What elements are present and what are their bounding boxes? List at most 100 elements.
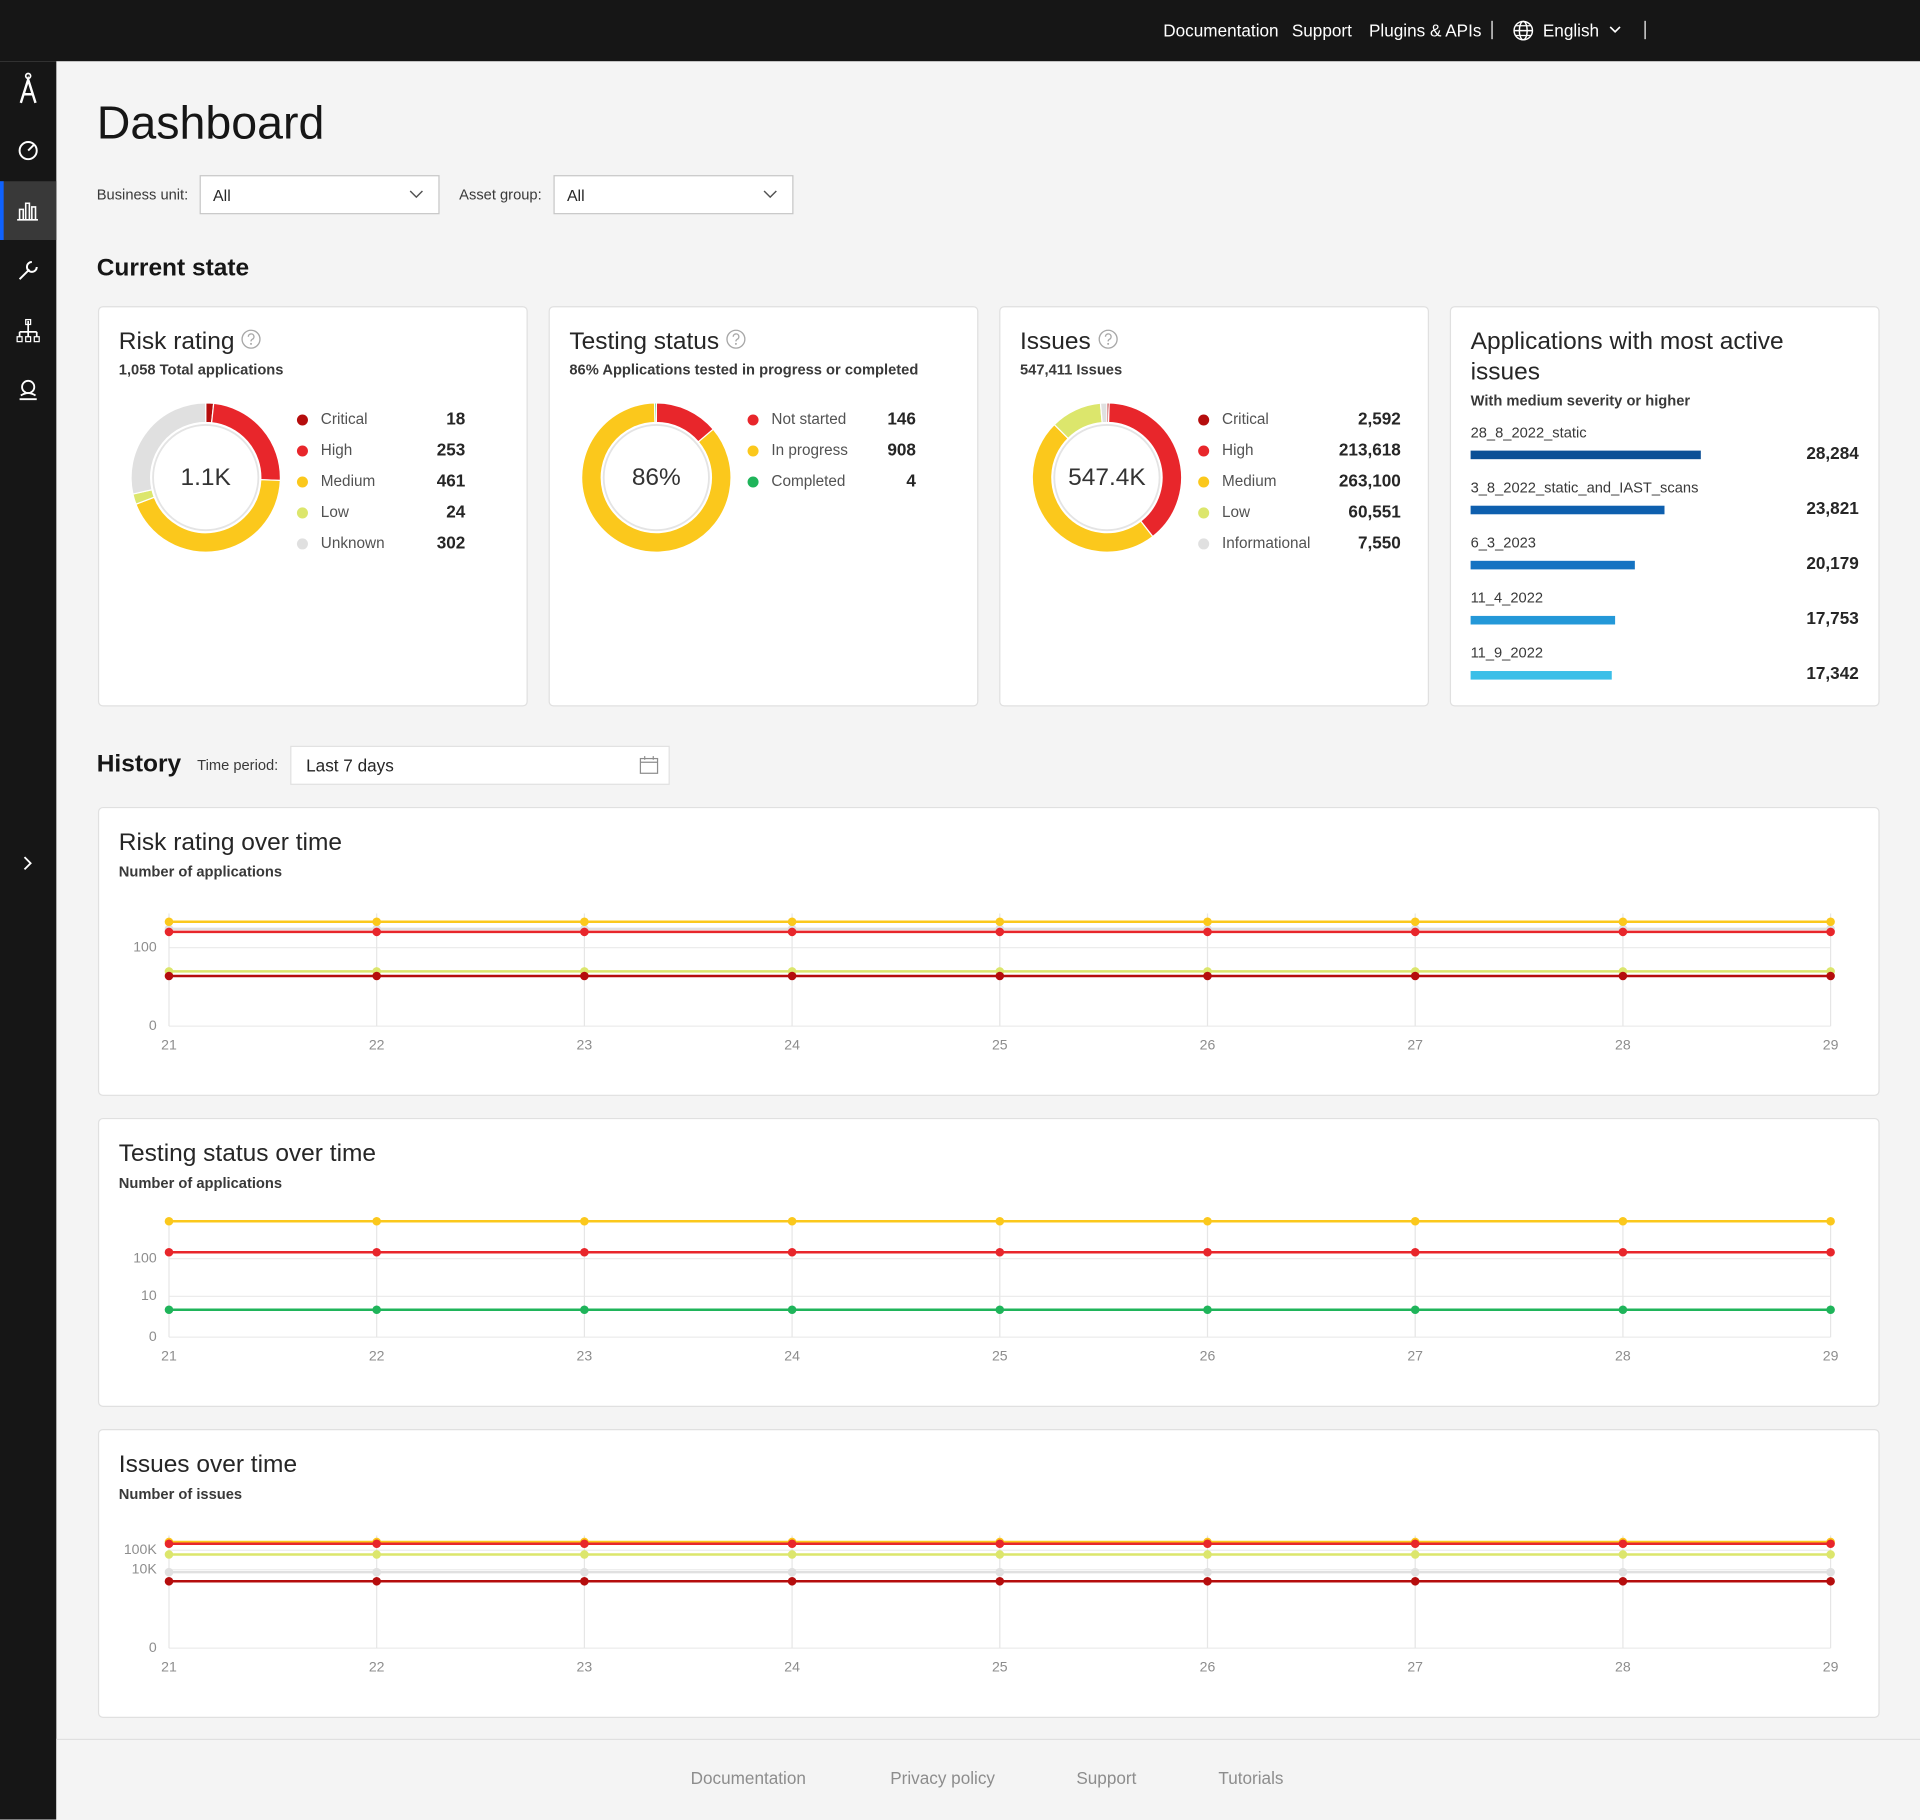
card-subtitle: 86% Applications tested in progress or c…: [569, 361, 919, 379]
legend-value: 2,592: [1358, 409, 1401, 429]
language-selector[interactable]: English: [1542, 20, 1600, 41]
help-icon: [726, 329, 746, 349]
y-tick-label: 100: [133, 1249, 157, 1265]
bar-value: 17,753: [1806, 608, 1858, 628]
nav-link[interactable]: Support: [1291, 20, 1352, 41]
donut-center-label: 547.4K: [1068, 464, 1146, 491]
history-card: Testing status over time Number of applic…: [97, 1117, 1880, 1407]
help-glyph: [248, 333, 256, 342]
expand-icon[interactable]: [0, 835, 56, 891]
nav-link[interactable]: Plugins & APIs: [1368, 20, 1482, 41]
history-card: Issues over time Number of issues 0 10K 100K…: [97, 1428, 1880, 1718]
card-subtitle: 547,411 Issues: [1020, 361, 1123, 379]
x-tick-label: 27: [1407, 1036, 1423, 1052]
legend-label: Low: [1222, 504, 1251, 521]
nav-link[interactable]: Documentation: [1163, 20, 1279, 41]
y-tick-label: 10K: [132, 1561, 158, 1577]
calendar-icon: [639, 756, 659, 774]
bar: [1470, 560, 1635, 570]
footer-link[interactable]: Documentation: [690, 1768, 806, 1788]
footer-link[interactable]: Tutorials: [1218, 1768, 1284, 1788]
business-unit-select[interactable]: All: [199, 175, 440, 215]
data-point: [995, 1539, 1005, 1549]
data-point: [1618, 1247, 1628, 1257]
active-nav-item[interactable]: [0, 181, 57, 240]
filter-label: Business unit:: [96, 186, 189, 204]
x-tick-label: 29: [1823, 1347, 1839, 1363]
x-tick-label: 25: [992, 1036, 1008, 1052]
x-tick-label: 21: [161, 1036, 177, 1052]
structure-icon[interactable]: [0, 302, 56, 358]
card-subtitle: Number of issues: [118, 1485, 243, 1503]
data-point: [995, 1305, 1005, 1315]
legend-label: Not started: [771, 411, 846, 428]
data-point: [1618, 1576, 1628, 1586]
legend-label: Medium: [1222, 473, 1276, 490]
globe-icon[interactable]: [1512, 20, 1534, 42]
data-point: [1410, 971, 1420, 981]
bar-value: 28,284: [1806, 443, 1859, 463]
data-point: [1410, 1576, 1420, 1586]
x-tick-label: 27: [1407, 1658, 1423, 1674]
data-point: [372, 1216, 381, 1226]
summary-card: Issues 547,411 Issues 547.4K Critical 2,592 H…: [999, 306, 1429, 707]
legend-swatch: [1198, 445, 1210, 457]
legend-label: Critical: [321, 411, 368, 428]
legend-value: 24: [446, 501, 466, 521]
select-value: All: [566, 186, 585, 205]
help-dot: [1106, 342, 1109, 345]
help-circle: [1098, 329, 1118, 349]
user-icon[interactable]: [0, 362, 56, 418]
card-title: Risk rating: [119, 327, 263, 358]
data-point: [1203, 927, 1212, 937]
y-tick-label: 10: [141, 1287, 157, 1303]
data-point: [580, 971, 589, 981]
x-tick-label: 28: [1615, 1036, 1631, 1052]
summary-card: Testing status 86% Applications tested in…: [548, 306, 979, 707]
legend-value: 7,550: [1358, 532, 1401, 552]
bar-value: 23,821: [1806, 498, 1859, 518]
x-tick-label: 23: [577, 1658, 593, 1674]
data-point: [580, 1576, 589, 1586]
data-point: [1826, 1305, 1835, 1315]
legend-swatch: [747, 476, 759, 488]
data-point: [1203, 1567, 1212, 1577]
card-subtitle: Number of applications: [118, 863, 283, 881]
x-tick-label: 22: [369, 1658, 385, 1674]
data-point: [580, 917, 589, 927]
data-point: [787, 1539, 797, 1549]
data-point: [1618, 1550, 1628, 1559]
data-point: [164, 1567, 174, 1577]
donut-segment: [581, 402, 732, 553]
summary-card: Risk rating 1,058 Total applications 1.1K C…: [97, 306, 528, 707]
footer-link[interactable]: Support: [1076, 1768, 1137, 1788]
bar-value: 20,179: [1806, 553, 1858, 573]
legend-label: Completed: [771, 473, 845, 490]
card-title: Applications with most active issues: [1470, 328, 1784, 386]
help-circle: [726, 329, 746, 349]
time-period-picker[interactable]: Last 7 days: [290, 745, 670, 785]
tools-icon[interactable]: [0, 242, 56, 298]
chevron-down[interactable]: [1609, 24, 1621, 34]
section-heading: Current state: [96, 254, 250, 282]
help-dot: [250, 342, 253, 345]
footer-link[interactable]: Privacy policy: [890, 1768, 996, 1788]
line-chart: 0 10K 100K 21 22 23 24 25 26 27 28 29: [124, 1535, 1839, 1674]
card-title: Issues over time: [118, 1451, 298, 1478]
dashboard-icon[interactable]: [0, 122, 56, 178]
data-point: [787, 1576, 797, 1586]
bar-value: 17,342: [1806, 663, 1858, 683]
asset-group-select[interactable]: All: [553, 175, 794, 215]
bar: [1470, 615, 1616, 625]
x-tick-label: 21: [161, 1658, 177, 1674]
donut-segment: [1099, 402, 1108, 424]
data-point: [164, 1576, 174, 1586]
separator: [1491, 20, 1493, 40]
logo-icon[interactable]: [0, 61, 56, 117]
data-point: [1203, 917, 1212, 927]
x-tick-label: 23: [577, 1036, 593, 1052]
data-point: [787, 917, 797, 927]
data-point: [1410, 1539, 1420, 1549]
donut-segment: [653, 402, 657, 424]
reports-icon[interactable]: [0, 182, 56, 238]
